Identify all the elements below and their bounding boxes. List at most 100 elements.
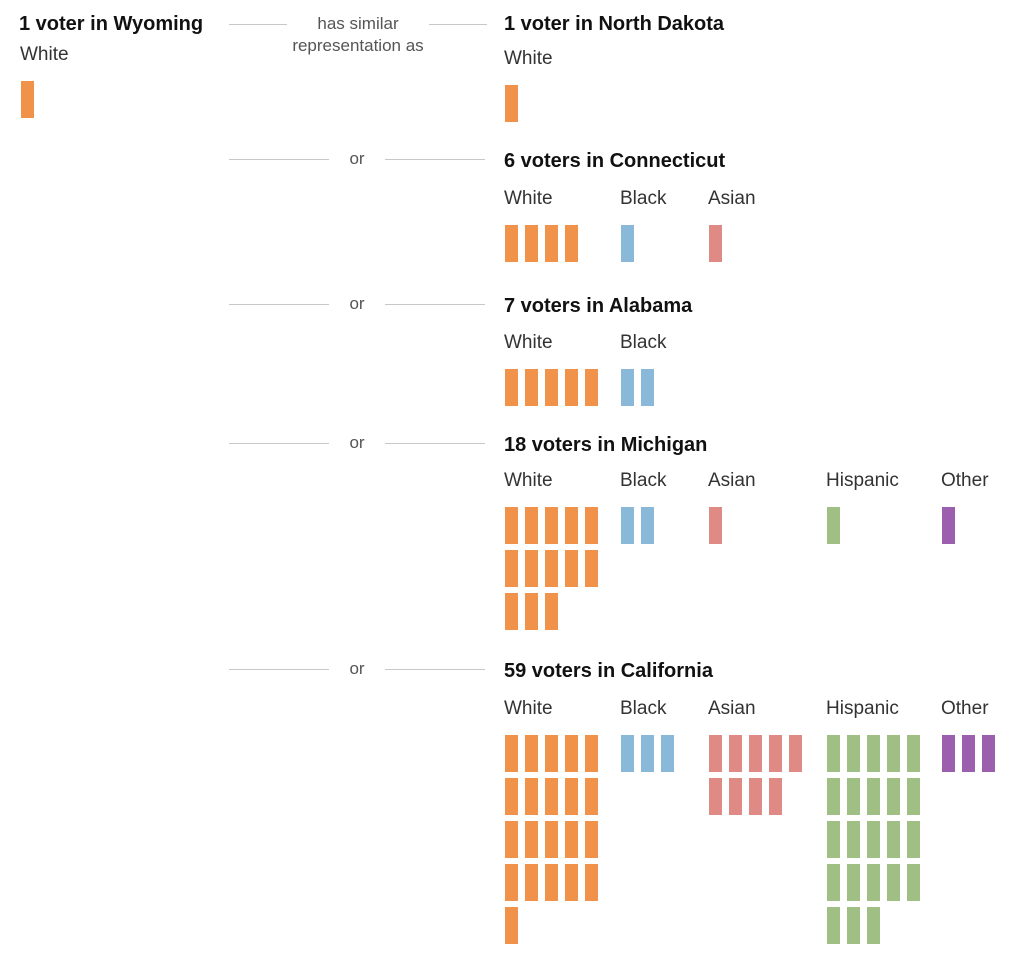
row-1-voter-in-north-dakota-white-unit [505,85,518,122]
row-18-voters-in-michigan-white-unit [585,550,598,587]
row-7-voters-in-alabama-white-unit [525,369,538,406]
row-59-voters-in-california-hispanic-unit [867,864,880,901]
row-7-voters-in-alabama-white-unit [585,369,598,406]
connector-line-right [385,443,485,444]
row-59-voters-in-california-hispanic-unit [827,778,840,815]
row-59-voters-in-california-hispanic-unit [867,907,880,944]
row-59-voters-in-california-asian-unit [749,735,762,772]
row-59-voters-in-california-hispanic-unit [867,735,880,772]
connector-line-right [429,24,487,25]
row-59-voters-in-california-hispanic-unit [847,821,860,858]
row-18-voters-in-michigan-white-unit [545,593,558,630]
row-59-voters-in-california-white-label: White [504,698,553,719]
row-7-voters-in-alabama-title: 7 voters in Alabama [504,295,693,317]
row-6-voters-in-connecticut-asian-label: Asian [708,188,756,209]
row-18-voters-in-michigan-black-unit [621,507,634,544]
row-59-voters-in-california-white-unit [525,778,538,815]
row-59-voters-in-california-white-unit [545,864,558,901]
row-18-voters-in-michigan-white-unit [505,593,518,630]
row-59-voters-in-california-hispanic-unit [847,864,860,901]
row-59-voters-in-california-white-unit [565,821,578,858]
row-59-voters-in-california-hispanic-unit [907,864,920,901]
connector-line-right [385,304,485,305]
row-7-voters-in-alabama-black-label: Black [620,332,667,353]
source-title: 1 voter in Wyoming [19,13,204,35]
connector-line-left [229,669,329,670]
row-18-voters-in-michigan-white-label: White [504,470,553,491]
row-59-voters-in-california-white-unit [525,864,538,901]
row-59-voters-in-california-asian-unit [749,778,762,815]
row-18-voters-in-michigan-asian-label: Asian [708,470,756,491]
connector-line-right [385,159,485,160]
row-59-voters-in-california-hispanic-label: Hispanic [826,698,899,719]
row-7-voters-in-alabama-black-unit [621,369,634,406]
row-59-voters-in-california-other-label: Other [941,698,989,719]
row-6-voters-in-connecticut-title: 6 voters in Connecticut [504,150,726,172]
row-6-voters-in-connecticut-asian-unit [709,225,722,262]
row-7-voters-in-alabama-white-label: White [504,332,553,353]
row-59-voters-in-california-hispanic-unit [827,735,840,772]
row-59-voters-in-california-asian-unit [769,778,782,815]
connector-text-similar: has similar representation as [292,14,424,55]
row-59-voters-in-california-hispanic-unit [847,907,860,944]
row-59-voters-in-california-black-unit [641,735,654,772]
row-59-voters-in-california-hispanic-unit [887,735,900,772]
connector-line-left [229,159,329,160]
row-7-voters-in-alabama-black-unit [641,369,654,406]
row-59-voters-in-california-asian-unit [729,735,742,772]
row-59-voters-in-california-white-unit [545,821,558,858]
row-6-voters-in-connecticut-black-label: Black [620,188,667,209]
row-59-voters-in-california-hispanic-unit [827,821,840,858]
row-59-voters-in-california-white-unit [565,735,578,772]
row-1-voter-in-north-dakota-white-label: White [504,48,553,69]
row-59-voters-in-california-asian-unit [729,778,742,815]
row-59-voters-in-california-black-label: Black [620,698,667,719]
row-59-voters-in-california-white-unit [565,864,578,901]
row-59-voters-in-california-hispanic-unit [907,821,920,858]
row-59-voters-in-california-white-unit [525,735,538,772]
row-59-voters-in-california-hispanic-unit [887,864,900,901]
row-59-voters-in-california-white-unit [525,821,538,858]
row-59-voters-in-california-white-unit [505,821,518,858]
connector-line-right [385,669,485,670]
row-59-voters-in-california-hispanic-unit [907,735,920,772]
connector-line-left [229,304,329,305]
source-white-label: White [20,44,69,65]
row-59-voters-in-california-asian-unit [769,735,782,772]
row-7-voters-in-alabama-white-unit [545,369,558,406]
row-59-voters-in-california-black-unit [661,735,674,772]
row-59-voters-in-california-white-unit [505,864,518,901]
connector-text-or: or [349,149,365,168]
row-18-voters-in-michigan-other-unit [942,507,955,544]
row-18-voters-in-michigan-asian-unit [709,507,722,544]
row-6-voters-in-connecticut-black-unit [621,225,634,262]
row-59-voters-in-california-asian-unit [709,735,722,772]
row-59-voters-in-california-white-unit [505,778,518,815]
row-59-voters-in-california-hispanic-unit [847,735,860,772]
row-59-voters-in-california-hispanic-unit [887,821,900,858]
row-59-voters-in-california-other-unit [942,735,955,772]
row-18-voters-in-michigan-white-unit [565,550,578,587]
row-18-voters-in-michigan-white-unit [565,507,578,544]
connector-text-or: or [349,433,365,452]
source-white-unit [21,81,34,118]
row-7-voters-in-alabama-white-unit [505,369,518,406]
row-59-voters-in-california-white-unit [505,907,518,944]
row-59-voters-in-california-white-unit [585,821,598,858]
row-59-voters-in-california-white-unit [545,778,558,815]
row-18-voters-in-michigan-white-unit [525,550,538,587]
row-18-voters-in-michigan-white-unit [585,507,598,544]
row-59-voters-in-california-white-unit [585,864,598,901]
row-18-voters-in-michigan-white-unit [525,593,538,630]
row-18-voters-in-michigan-white-unit [525,507,538,544]
row-6-voters-in-connecticut-white-unit [545,225,558,262]
row-59-voters-in-california-title: 59 voters in California [504,660,713,682]
row-18-voters-in-michigan-white-unit [545,507,558,544]
row-18-voters-in-michigan-title: 18 voters in Michigan [504,434,708,456]
row-18-voters-in-michigan-hispanic-unit [827,507,840,544]
row-59-voters-in-california-hispanic-unit [847,778,860,815]
connector-line-left [229,443,329,444]
row-59-voters-in-california-white-unit [545,735,558,772]
row-59-voters-in-california-hispanic-unit [827,864,840,901]
row-6-voters-in-connecticut-white-unit [565,225,578,262]
